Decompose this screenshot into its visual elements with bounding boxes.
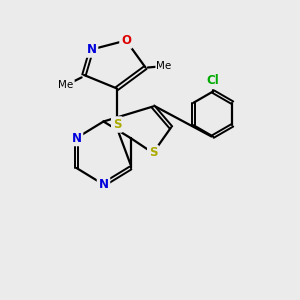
Text: N: N	[98, 178, 109, 191]
Text: Me: Me	[58, 80, 74, 91]
Text: Me: Me	[157, 61, 172, 71]
Text: S: S	[149, 146, 157, 160]
Text: N: N	[86, 43, 97, 56]
Text: O: O	[121, 34, 131, 47]
Text: S: S	[113, 118, 121, 131]
Text: N: N	[71, 131, 82, 145]
Text: Cl: Cl	[207, 74, 219, 88]
